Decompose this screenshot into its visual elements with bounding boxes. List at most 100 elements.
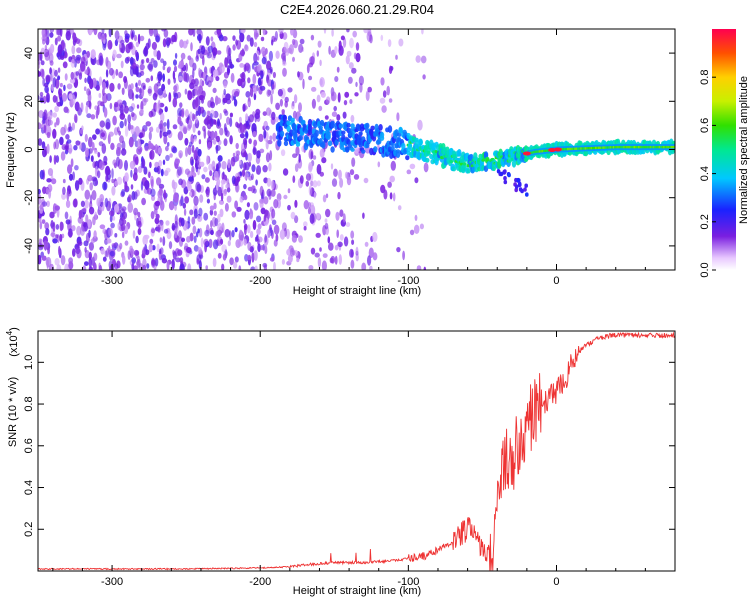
spectrogram-noise-cell: [297, 158, 303, 169]
spectrogram-noise-cell: [229, 230, 232, 241]
spectrogram-noise-cell: [62, 186, 66, 195]
spectrogram-noise-cell: [169, 153, 173, 158]
spectrogram-noise-cell: [324, 222, 329, 230]
spectrogram-noise-cell: [230, 156, 236, 167]
spectrogram-noise-cell: [119, 242, 123, 250]
spectrogram-carrier-core: [581, 147, 584, 150]
spectrogram-carrier-core: [651, 145, 653, 149]
spectrogram-noise-cell: [265, 107, 272, 116]
spectrogram-noise-cell: [355, 42, 360, 51]
spectrogram-carrier-core: [577, 147, 579, 150]
snr-y-ticks: 0.2 0.4 0.6 0.8 1.0: [23, 355, 675, 537]
spectrogram-noise-cell: [133, 249, 140, 256]
spectrogram-noise-cell: [131, 263, 135, 270]
spectrogram-carrier-core: [617, 145, 619, 149]
spectrogram-signal-cell: [314, 129, 319, 137]
spectrogram-signal-cell: [279, 130, 285, 137]
spectrogram-noise-cell: [199, 194, 204, 203]
spectrogram-noise-cell: [109, 210, 114, 216]
spectrogram-noise-cell: [253, 188, 257, 194]
spectrogram-noise-cell: [207, 45, 214, 53]
spectrogram-noise-cell: [184, 168, 190, 175]
spectrogram-noise-cell: [349, 99, 353, 104]
spectrogram-noise-cell: [127, 194, 132, 203]
spectrogram-noise-cell: [118, 130, 121, 136]
spectrogram-noise-cell: [124, 125, 129, 137]
spectrogram-noise-cell: [331, 111, 338, 117]
colorbar-tick-label: 0.0: [699, 262, 711, 277]
spectrogram-noise-cell: [137, 220, 142, 229]
spectrogram-noise-cell: [198, 33, 202, 44]
spectrogram-noise-cell: [292, 175, 296, 183]
spectrogram-noise-cell: [291, 102, 295, 110]
spectrogram-noise-cell: [390, 66, 394, 71]
spectrogram-noise-cell: [109, 250, 115, 257]
spectrogram-noise-cell: [253, 29, 258, 40]
spectrogram-noise-cell: [239, 196, 244, 203]
spectrogram-noise-cell: [272, 71, 276, 79]
spectrogram-noise-cell: [192, 123, 196, 133]
spectrogram-noise-cell: [92, 134, 97, 141]
spectrogram-noise-cell: [73, 145, 78, 151]
spectrogram-noise-cell: [157, 73, 163, 81]
spectrogram-noise-cell: [310, 247, 316, 255]
spectrogram-noise-cell: [281, 259, 285, 265]
spectrogram-noise-cell: [72, 32, 77, 41]
spectrogram-noise-cell: [39, 221, 43, 230]
spectrogram-noise-cell: [153, 60, 158, 68]
spectrogram-noise-cell: [293, 94, 298, 104]
spectrogram-noise-cell: [174, 157, 179, 164]
spectrogram-noise-cell: [217, 252, 222, 259]
spectrogram-noise-cell: [256, 215, 262, 223]
spectrogram-signal-tail: [507, 172, 511, 178]
spectrogram-noise-cell: [215, 76, 220, 82]
spectrogram-noise-cell: [92, 161, 96, 169]
spectrogram-carrier-core: [636, 145, 639, 149]
spectrogram-signal-cell: [318, 125, 323, 130]
spectrogram-noise-cell: [219, 208, 224, 218]
spectrogram-noise-cell: [187, 55, 192, 61]
spectrogram-noise-cell: [334, 46, 338, 54]
spectrogram-noise-cell: [156, 243, 160, 253]
spectrogram-noise-cell: [129, 56, 134, 66]
spectrogram-noise-cell: [110, 222, 115, 229]
spectrogram-carrier-core: [589, 147, 591, 150]
spectrogram-noise-cell: [172, 124, 178, 130]
spectrogram-noise-cell: [157, 224, 161, 233]
spectrogram-noise-cell: [54, 105, 59, 113]
spectrogram-noise-cell: [88, 251, 93, 261]
spectrogram-noise-cell: [189, 191, 192, 197]
spectrogram-noise-cell: [321, 157, 327, 164]
spectrogram-signal-tail: [517, 181, 522, 187]
spectrogram-noise-cell: [368, 247, 374, 259]
spectrogram-noise-cell: [102, 81, 107, 90]
spectrogram-carrier-core: [566, 147, 569, 151]
spectrogram-noise-cell: [199, 78, 203, 89]
spectrogram-noise-cell: [235, 239, 241, 249]
spectrogram-noise-cell: [334, 244, 339, 251]
spectrogram-noise-cell: [259, 185, 264, 197]
spectrogram-carrier-core: [575, 147, 578, 150]
spectrogram-noise-cell: [195, 181, 201, 192]
spectrogram-noise-cell: [46, 92, 50, 103]
spectrogram-noise-cell: [342, 111, 347, 119]
spectrogram-noise-cell: [98, 205, 102, 211]
spectrogram-noise-cell: [58, 88, 63, 96]
spectrogram-carrier-core: [624, 145, 627, 149]
spectrogram-carrier-core: [598, 146, 600, 149]
spectrogram-carrier-core: [661, 145, 664, 149]
spectrogram-carrier-core: [611, 146, 613, 149]
spectrogram-noise-cell: [256, 150, 261, 159]
snr-x-tick-label: -300: [101, 576, 123, 588]
spectrogram-noise-cell: [90, 49, 96, 60]
spectrogram-noise-cell: [159, 237, 163, 243]
spectrogram-noise-cell: [215, 230, 221, 238]
spectrogram-noise-cell: [177, 249, 183, 256]
spectrogram-noise-cell: [210, 229, 214, 236]
spectrogram-noise-cell: [239, 229, 243, 236]
spectrogram-noise-cell: [275, 234, 279, 242]
spectrogram-noise-cell: [212, 51, 216, 59]
spectrogram-noise-cell: [107, 39, 113, 50]
spectrogram-noise-cell: [380, 77, 385, 86]
snr-y-label: SNR (10 * v/v): [7, 377, 19, 447]
